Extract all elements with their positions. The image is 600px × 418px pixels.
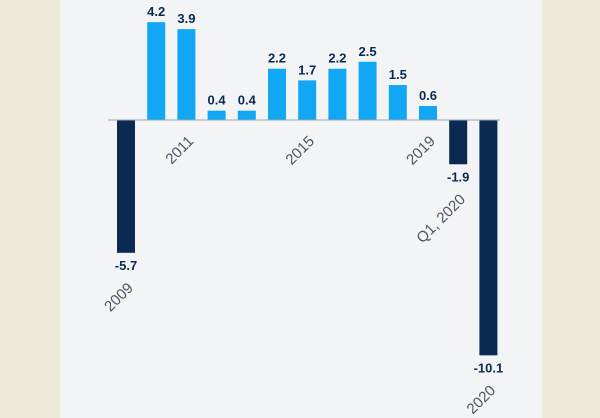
value-labels-group: -5.7 4.2 3.9 0.4 0.4 2.2 1.7 2.2 2.5 1.5 0.6 -1.9 -1… xyxy=(115,4,503,375)
bars-group xyxy=(117,22,498,356)
tick-label: 2015 xyxy=(282,133,318,169)
bar-2010 xyxy=(147,22,166,120)
bar-2012 xyxy=(207,110,226,120)
tick-labels-group: 2009 2011 2015 2019 Q1, 2020 2020 xyxy=(101,133,499,418)
value-label: 3.9 xyxy=(177,11,195,26)
bar-2011 xyxy=(177,29,196,121)
value-label: 1.7 xyxy=(298,62,316,77)
value-label: 0.4 xyxy=(238,93,257,108)
bar-2014 xyxy=(268,68,286,120)
value-label: 0.6 xyxy=(419,88,437,103)
value-label: 2.2 xyxy=(328,51,346,66)
bar-2017 xyxy=(358,61,377,120)
value-label: 1.5 xyxy=(389,67,407,82)
tick-label: 2020 xyxy=(464,382,500,418)
value-label: 0.4 xyxy=(208,93,227,108)
bar-2015 xyxy=(298,80,317,120)
bar-2020 xyxy=(479,120,498,356)
tick-label: 2019 xyxy=(403,133,439,169)
bar-2019 xyxy=(419,106,437,120)
tick-label: Q1, 2020 xyxy=(413,191,469,247)
tick-label: 2011 xyxy=(162,133,197,168)
bar-q1-2020 xyxy=(449,120,468,165)
bar-2009 xyxy=(117,120,135,253)
value-label: -10.1 xyxy=(474,360,504,375)
chart-panel xyxy=(60,0,542,418)
value-label: 2.2 xyxy=(268,51,286,66)
value-label: 4.2 xyxy=(147,4,165,19)
bar-2013 xyxy=(237,110,256,120)
bar-2018 xyxy=(388,85,407,120)
value-label: -5.7 xyxy=(115,258,137,273)
value-label: -1.9 xyxy=(447,169,469,184)
bar-2016 xyxy=(328,68,347,120)
tick-label: 2009 xyxy=(101,280,137,316)
value-label: 2.5 xyxy=(359,44,377,59)
